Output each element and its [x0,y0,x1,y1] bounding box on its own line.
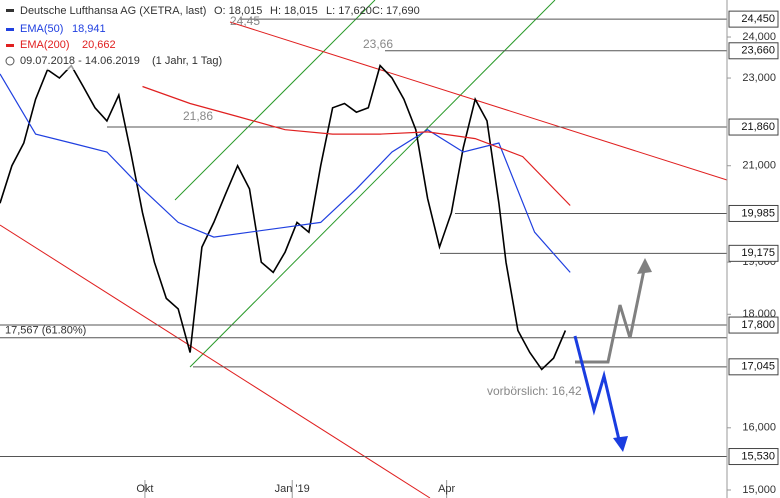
legend-swatch [6,9,14,12]
level-box [728,118,779,136]
level-label: 19,175 [741,247,775,259]
level-box [728,42,779,60]
level-box [728,316,779,334]
y-tick-label: 15,000 [742,484,776,496]
series-line [0,64,567,371]
arrow-head [637,258,652,274]
annotation: 23,66 [363,37,393,51]
level-label: 17,800 [741,319,775,331]
period: 09.07.2018 - 14.06.2019 [20,55,140,67]
level-label: 24,450 [741,13,775,25]
level-box [728,448,779,466]
level-label: 19,985 [741,207,775,219]
annotation: vorbörslich: 16,42 [487,384,582,398]
projection-up [575,264,647,364]
legend-swatch [6,28,14,31]
x-tick-label: Okt [136,483,153,495]
legend-swatch [6,44,14,47]
level-box [728,10,779,28]
x-tick-label: Apr [438,483,455,495]
level-box [728,358,779,376]
level-label: 21,860 [741,121,775,133]
ohlc: L: 17,620 [326,5,372,17]
ohlc: O: 18,015 [214,5,262,17]
series-line [142,85,571,206]
clock-icon [5,56,15,66]
y-tick-label: 21,000 [742,160,776,172]
period-note: (1 Jahr, 1 Tag) [152,55,222,67]
channel-lower [189,0,556,368]
legend-entry: EMA(50) [20,23,63,35]
level-label: 23,660 [741,45,775,57]
level-box [728,204,779,222]
y-tick-label: 23,000 [742,72,776,84]
level-label: 17,045 [741,361,775,373]
legend-value: 20,662 [82,39,116,51]
legend-value: 18,941 [72,23,106,35]
annotation: 21,86 [183,109,213,123]
projection-down [573,335,622,445]
level-label: 15,530 [741,450,775,462]
y-tick-label: 16,000 [742,422,776,434]
downtrend-lower [0,224,431,498]
downtrend-upper [229,21,728,181]
channel-upper [174,0,376,201]
ohlc: C: 17,690 [372,5,420,17]
level-label: 17,567 (61.80%) [5,325,86,337]
annotation: 24,45 [230,14,260,28]
y-tick-label: 24,000 [742,31,776,43]
ohlc: H: 18,015 [270,5,318,17]
x-tick-label: Jan '19 [275,483,310,495]
legend-bg [0,0,230,70]
level-box [728,244,779,262]
legend-entry: EMA(200) [20,39,70,51]
legend-title: Deutsche Lufthansa AG (XETRA, last) [20,5,206,17]
arrow-head [613,436,628,452]
series-line [0,73,571,273]
